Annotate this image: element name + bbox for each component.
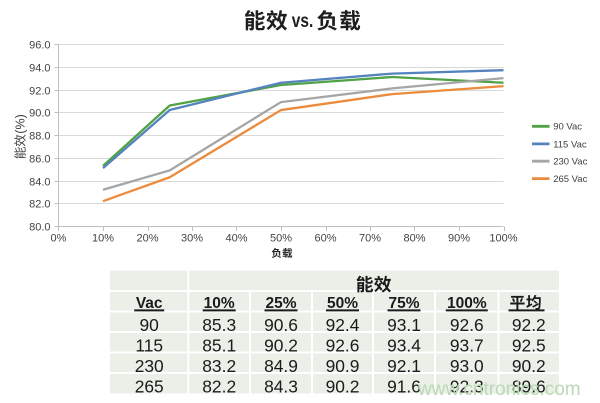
svg-text:82.2: 82.2: [202, 376, 236, 396]
svg-text:92.2: 92.2: [512, 315, 546, 335]
svg-text:40%: 40%: [225, 233, 247, 245]
svg-text:100%: 100%: [489, 233, 517, 245]
svg-text:20%: 20%: [136, 233, 158, 245]
svg-text:84.0: 84.0: [29, 176, 50, 188]
svg-text:75%: 75%: [388, 295, 419, 312]
svg-text:86.0: 86.0: [29, 153, 50, 165]
svg-text:90: 90: [140, 315, 159, 335]
svg-text:92.3: 92.3: [450, 376, 484, 396]
svg-text:90.2: 90.2: [264, 335, 298, 355]
svg-text:115 Vac: 115 Vac: [553, 139, 587, 150]
svg-text:50%: 50%: [270, 233, 292, 245]
svg-text:90 Vac: 90 Vac: [553, 122, 582, 133]
svg-text:85.1: 85.1: [202, 335, 236, 355]
svg-text:89.6: 89.6: [512, 376, 546, 396]
svg-text:92.4: 92.4: [326, 315, 360, 335]
svg-text:90.0: 90.0: [29, 107, 50, 119]
svg-text:230 Vac: 230 Vac: [553, 157, 587, 168]
svg-text:www.cntronics.com: www.cntronics.com: [417, 379, 581, 400]
svg-text:(%): (%): [14, 114, 28, 133]
svg-text:96.0: 96.0: [29, 39, 50, 51]
svg-text:90%: 90%: [448, 233, 470, 245]
svg-text:80%: 80%: [403, 233, 425, 245]
svg-text:93.7: 93.7: [450, 335, 484, 355]
svg-text:10%: 10%: [204, 295, 235, 312]
svg-text:85.3: 85.3: [202, 315, 236, 335]
svg-text:30%: 30%: [181, 233, 203, 245]
svg-text:83.2: 83.2: [202, 356, 236, 376]
svg-text:92.1: 92.1: [387, 356, 421, 376]
svg-text:93.1: 93.1: [387, 315, 421, 335]
svg-text:10%: 10%: [92, 233, 114, 245]
svg-text:84.3: 84.3: [264, 376, 298, 396]
svg-text:91.6: 91.6: [387, 376, 421, 396]
svg-text:93.4: 93.4: [387, 335, 421, 355]
svg-text:Vac: Vac: [136, 295, 163, 312]
svg-text:90.6: 90.6: [264, 315, 298, 335]
svg-text:230: 230: [135, 356, 164, 376]
svg-text:92.6: 92.6: [450, 315, 484, 335]
svg-text:92.6: 92.6: [326, 335, 360, 355]
svg-text:84.9: 84.9: [264, 356, 298, 376]
svg-text:93.0: 93.0: [450, 356, 484, 376]
svg-text:115: 115: [135, 335, 163, 355]
svg-text:92.0: 92.0: [29, 85, 50, 97]
svg-text:88.0: 88.0: [29, 130, 50, 142]
svg-text:50%: 50%: [327, 295, 358, 312]
svg-text:92.5: 92.5: [512, 335, 546, 355]
svg-text:25%: 25%: [265, 295, 296, 312]
svg-text:90.2: 90.2: [512, 356, 546, 376]
svg-text:100%: 100%: [447, 295, 487, 312]
svg-text:60%: 60%: [314, 233, 336, 245]
svg-text:82.0: 82.0: [29, 198, 50, 210]
svg-text:vs.: vs.: [292, 11, 314, 32]
svg-text:94.0: 94.0: [29, 62, 50, 74]
svg-text:80.0: 80.0: [29, 221, 50, 233]
svg-text:90.9: 90.9: [326, 356, 360, 376]
svg-text:0%: 0%: [51, 233, 67, 245]
svg-text:265: 265: [135, 376, 164, 396]
svg-text:90.2: 90.2: [326, 376, 360, 396]
svg-text:265 Vac: 265 Vac: [553, 174, 587, 185]
svg-text:70%: 70%: [359, 233, 381, 245]
